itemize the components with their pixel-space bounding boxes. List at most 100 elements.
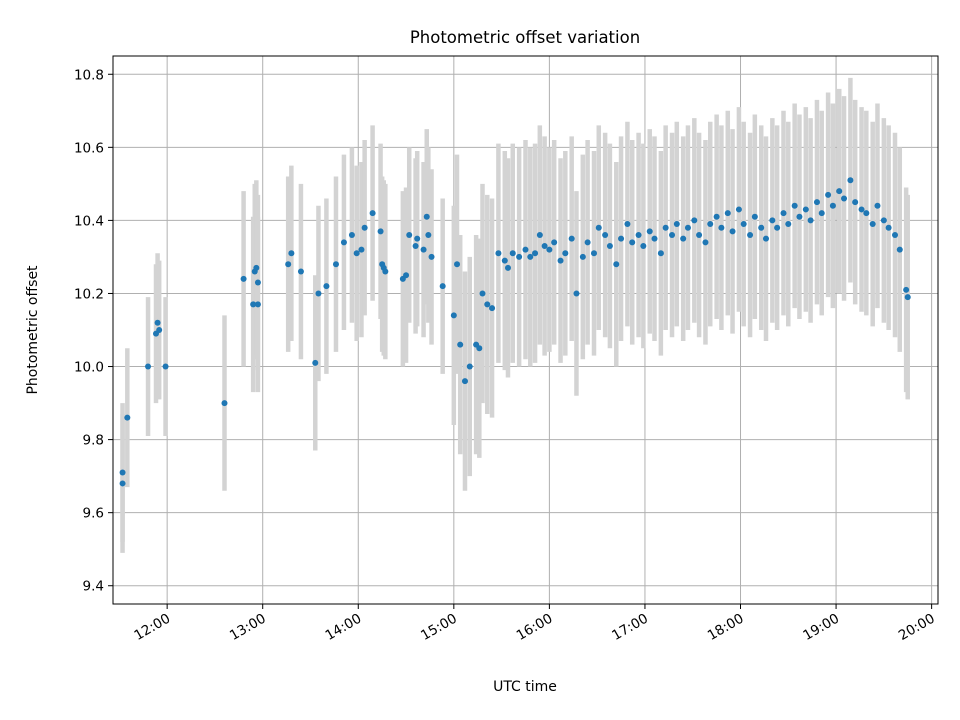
- x-axis-label: UTC time: [493, 679, 557, 695]
- data-point: [691, 217, 698, 224]
- data-point: [651, 235, 658, 242]
- data-point: [285, 261, 292, 268]
- data-points: [119, 177, 911, 487]
- data-point: [536, 232, 543, 239]
- data-point: [713, 213, 720, 220]
- data-point: [602, 232, 609, 239]
- data-point: [762, 235, 769, 242]
- data-point: [696, 232, 703, 239]
- data-point: [522, 246, 529, 253]
- data-point: [785, 221, 792, 228]
- data-point: [358, 246, 365, 253]
- data-point: [557, 257, 564, 264]
- data-point: [312, 359, 319, 366]
- data-point: [414, 235, 421, 242]
- data-point: [532, 250, 539, 257]
- y-tick-label: 10.6: [74, 140, 104, 156]
- data-point: [288, 250, 295, 257]
- data-point: [780, 210, 787, 217]
- data-point: [903, 286, 910, 293]
- data-point: [813, 199, 820, 206]
- data-point: [718, 224, 725, 231]
- data-point: [874, 202, 881, 209]
- x-tick-label: 15:00: [418, 611, 460, 644]
- data-point: [904, 294, 911, 301]
- data-point: [807, 217, 814, 224]
- y-tick-label: 10.4: [74, 213, 104, 229]
- x-tick-label: 18:00: [705, 611, 747, 644]
- data-point: [250, 301, 257, 308]
- data-point: [425, 232, 432, 239]
- data-point: [796, 213, 803, 220]
- x-tick-label: 12:00: [131, 611, 173, 644]
- data-point: [154, 319, 161, 326]
- data-point: [527, 253, 534, 260]
- data-point: [406, 232, 413, 239]
- data-point: [829, 202, 836, 209]
- data-point: [724, 210, 731, 217]
- data-point: [869, 221, 876, 228]
- data-point: [323, 283, 330, 290]
- data-point: [863, 210, 870, 217]
- x-tick-label: 13:00: [227, 611, 269, 644]
- data-point: [403, 272, 410, 279]
- x-tick-label: 16:00: [514, 611, 556, 644]
- data-point: [551, 239, 558, 246]
- data-point: [501, 257, 508, 264]
- data-point: [684, 224, 691, 231]
- data-point: [457, 341, 464, 348]
- data-point: [297, 268, 304, 275]
- y-tick-label: 9.6: [83, 506, 104, 522]
- data-point: [484, 301, 491, 308]
- data-point: [412, 242, 419, 249]
- data-point: [476, 345, 483, 352]
- y-tick-label: 9.8: [83, 433, 104, 449]
- data-point: [818, 210, 825, 217]
- data-point: [124, 414, 131, 421]
- data-point: [707, 221, 714, 228]
- data-point: [439, 283, 446, 290]
- data-point: [613, 261, 620, 268]
- plot-frame: [112, 55, 939, 605]
- data-point: [332, 261, 339, 268]
- data-point: [254, 279, 261, 286]
- data-point: [758, 224, 765, 231]
- y-tick-label: 10.2: [74, 286, 104, 302]
- data-point: [774, 224, 781, 231]
- data-point: [629, 239, 636, 246]
- data-point: [541, 242, 548, 249]
- y-tick-label: 10.8: [74, 67, 104, 83]
- data-point: [891, 232, 898, 239]
- data-point: [836, 188, 843, 195]
- data-point: [740, 221, 747, 228]
- data-point: [852, 199, 859, 206]
- data-point: [573, 290, 580, 297]
- data-point: [454, 261, 461, 268]
- y-axis-label: Photometric offset: [25, 265, 41, 395]
- data-point: [673, 221, 680, 228]
- data-point: [568, 235, 575, 242]
- data-point: [450, 312, 457, 319]
- data-point: [156, 327, 163, 333]
- data-point: [428, 253, 435, 260]
- data-point: [145, 363, 152, 370]
- y-axis-ticks: 9.4 9.6 9.8 10.0 10.2 10.4 10.6 10.8: [74, 67, 113, 595]
- data-point: [562, 250, 569, 257]
- data-point: [509, 250, 516, 257]
- data-point: [606, 242, 613, 249]
- data-point: [495, 250, 502, 257]
- data-point: [119, 469, 126, 476]
- data-point: [635, 232, 642, 239]
- chart-title: Photometric offset variation: [410, 28, 640, 47]
- data-point: [657, 250, 664, 257]
- data-point: [791, 202, 798, 209]
- data-point: [702, 239, 709, 246]
- data-point: [847, 177, 854, 184]
- data-point: [595, 224, 602, 231]
- data-point: [624, 221, 631, 228]
- data-point: [896, 246, 903, 253]
- data-point: [590, 250, 597, 257]
- data-point: [340, 239, 347, 246]
- data-point: [353, 250, 360, 257]
